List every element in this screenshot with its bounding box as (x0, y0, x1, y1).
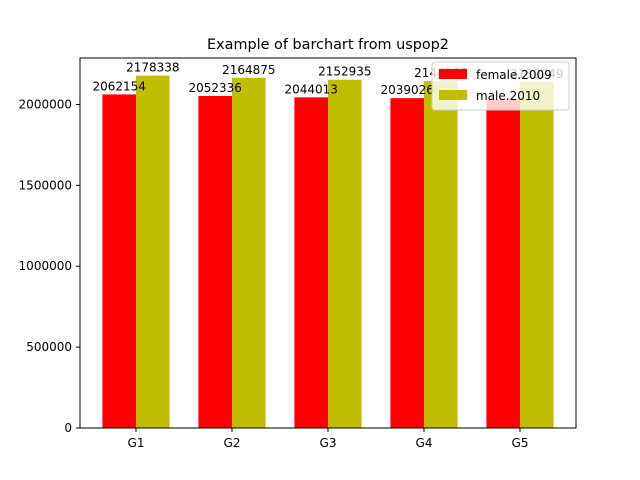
y-tick-label: 0 (64, 421, 72, 435)
bar-female-2009-g4 (390, 98, 424, 428)
x-tick-label: G1 (128, 436, 145, 450)
data-label-male-2010-g1: 2178338 (126, 61, 179, 75)
bar-male-2010-g3 (328, 79, 362, 429)
bar-male-2010-g5 (520, 81, 554, 429)
y-axis: 0 500000 1000000 1500000 2000000 (19, 97, 80, 435)
bars-group (102, 75, 554, 429)
data-label-female-2009-g4: 2039026 (380, 83, 433, 97)
bar-male-2010-g4 (424, 81, 458, 429)
x-tick-label: G4 (416, 436, 433, 450)
bar-male-2010-g1 (136, 75, 170, 428)
y-tick-label: 1500000 (19, 178, 72, 192)
data-label-female-2009-g2: 2052336 (188, 81, 241, 95)
bar-female-2009-g1 (102, 94, 136, 428)
y-tick-label: 1000000 (19, 259, 72, 273)
legend-swatch-female-2009 (439, 69, 467, 79)
plot-frame (79, 57, 577, 429)
y-tick-label: 2000000 (19, 97, 72, 111)
data-label-male-2010-g3: 2152935 (318, 65, 371, 79)
bar-female-2009-g2 (198, 96, 232, 429)
y-tick-label: 500000 (26, 340, 72, 354)
bar-female-2009-g5 (486, 99, 520, 428)
legend: female.2009 male.2010 (431, 61, 570, 111)
legend-label-male-2010: male.2010 (476, 89, 540, 103)
chart-title: Example of barchart from uspop2 (207, 37, 449, 53)
data-label-female-2009-g3: 2044013 (284, 82, 337, 96)
x-tick-label: G3 (320, 436, 337, 450)
x-axis: G1 G2 G3 G4 G5 (128, 428, 529, 450)
x-tick-label: G5 (512, 436, 529, 450)
data-label-female-2009-g1: 2062154 (92, 79, 145, 93)
data-label-male-2010-g2: 2164875 (222, 63, 275, 77)
x-tick-label: G2 (224, 436, 241, 450)
legend-label-female-2009: female.2009 (476, 68, 552, 82)
legend-swatch-male-2010 (439, 90, 467, 100)
bar-male-2010-g2 (232, 77, 266, 428)
bar-female-2009-g3 (294, 97, 328, 429)
